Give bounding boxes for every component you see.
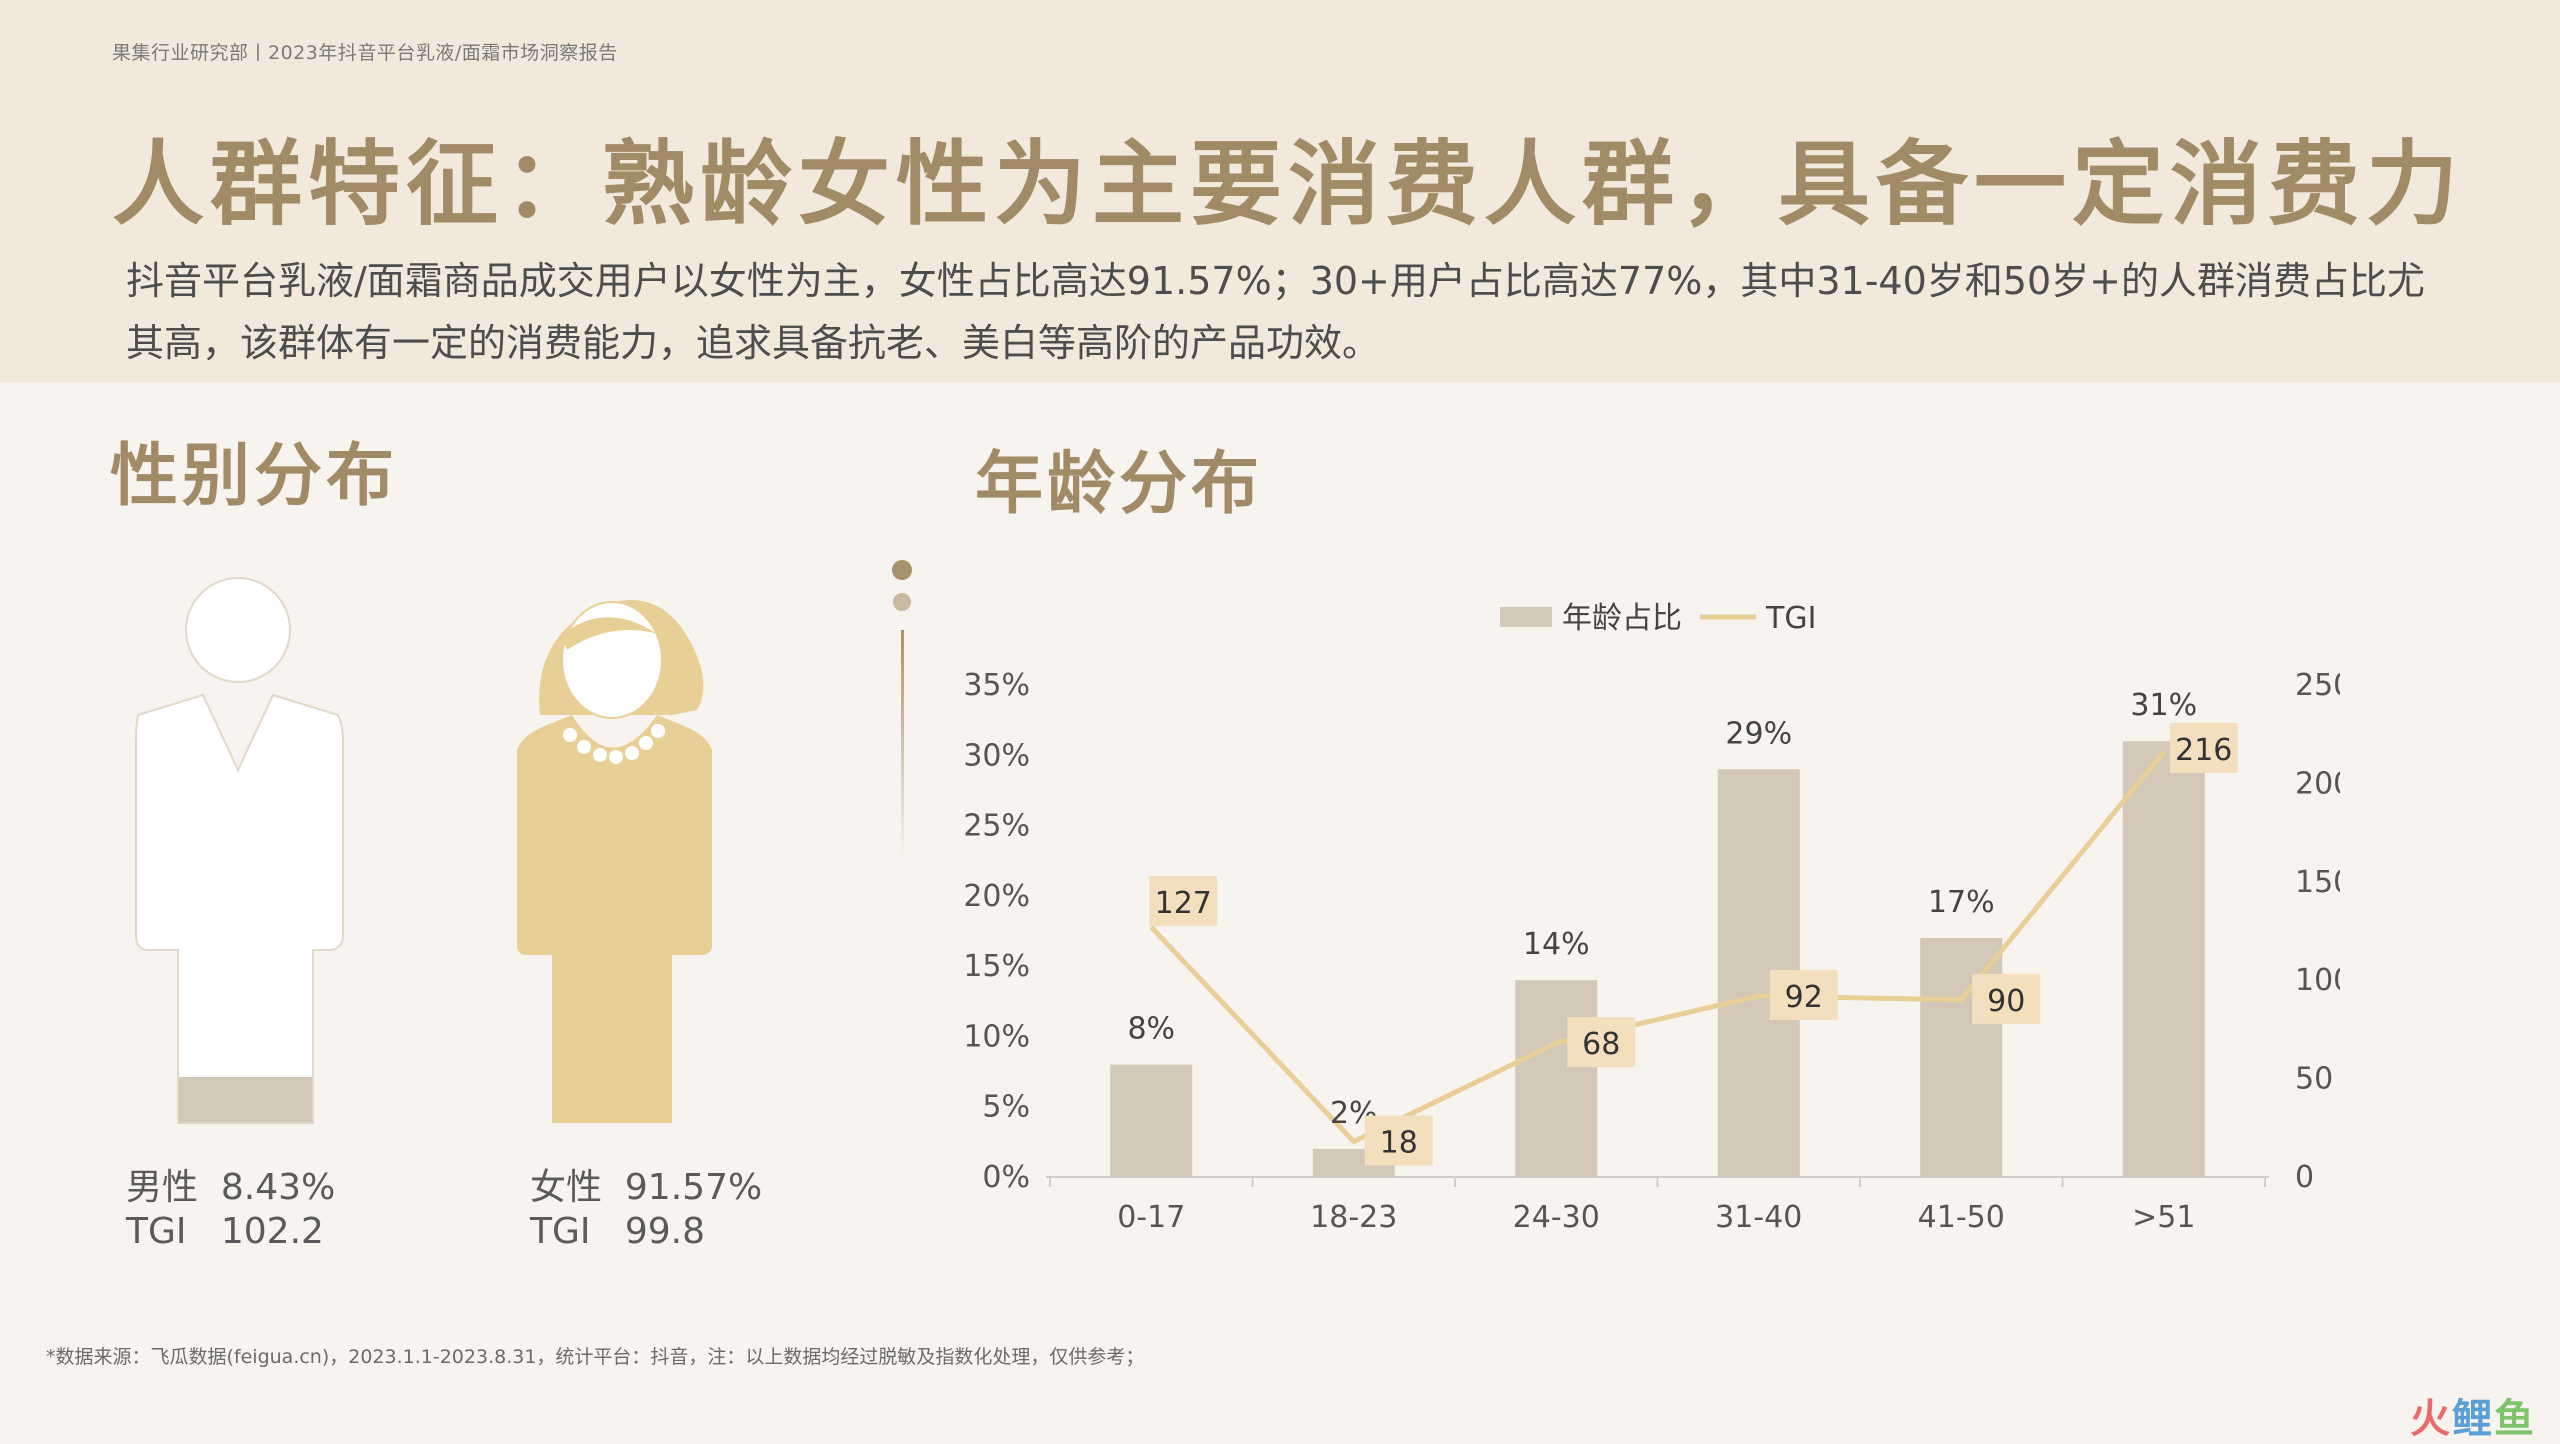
male-share: 8.43% bbox=[220, 1167, 336, 1208]
male-tgi-label: TGI bbox=[126, 1211, 187, 1252]
female-tgi-label: TGI bbox=[530, 1211, 591, 1252]
bar-data-label: 29% bbox=[1725, 716, 1792, 751]
tgi-label-box bbox=[1972, 973, 2041, 1024]
y-right-tick-label: 50 bbox=[2295, 1062, 2333, 1097]
deco-dot-dark-icon bbox=[892, 560, 912, 580]
x-tick-label: 24-30 bbox=[1513, 1200, 1600, 1235]
bar-data-label: 31% bbox=[2130, 688, 2197, 723]
breadcrumb: 果集行业研究部丨2023年抖音平台乳液/面霜市场洞察报告 bbox=[112, 42, 618, 64]
male-tgi: 102.2 bbox=[220, 1211, 324, 1252]
female-figure-icon bbox=[517, 600, 712, 1123]
tgi-data-label: 92 bbox=[1785, 980, 1823, 1015]
male-share-fill bbox=[136, 1077, 343, 1123]
bar-data-label: 14% bbox=[1523, 927, 1590, 962]
y-left-tick-label: 30% bbox=[963, 738, 1030, 773]
bar->51 bbox=[2122, 741, 2205, 1177]
chart-tgi-line bbox=[1149, 750, 2166, 1145]
chart-axes: 0% 5% 10% 15% 20% 25% 30% 35% 0 50 100 150 200 250 0-1… bbox=[963, 668, 2340, 1235]
bar-41-50 bbox=[1920, 938, 2003, 1177]
y-right-tick-label: 0 bbox=[2295, 1160, 2314, 1195]
x-tick-label: 18-23 bbox=[1310, 1200, 1397, 1235]
tgi-data-label: 216 bbox=[2175, 733, 2232, 768]
tgi-data-label: 68 bbox=[1582, 1027, 1620, 1062]
tgi-label-box bbox=[2169, 722, 2238, 773]
watermark-char-1: 火 bbox=[2410, 1396, 2452, 1442]
legend-label-line: TGI bbox=[1765, 601, 1816, 636]
tgi-label-box bbox=[1149, 876, 1218, 927]
header-band bbox=[0, 0, 2560, 382]
x-tick-label: 31-40 bbox=[1715, 1200, 1802, 1235]
tgi-label-box bbox=[1567, 1017, 1636, 1068]
bar-24-30 bbox=[1515, 980, 1598, 1177]
female-tgi: 99.8 bbox=[624, 1211, 706, 1252]
female-stat: 女性 91.57% TGI 99.8 bbox=[530, 1166, 762, 1254]
page-subtitle: 抖音平台乳液/面霜商品成交用户以女性为主，女性占比高达91.57%；30+用户占… bbox=[126, 259, 2425, 365]
female-share: 91.57% bbox=[624, 1167, 763, 1208]
bar-data-label: 8% bbox=[1127, 1012, 1175, 1047]
watermark-char-2: 鲤 bbox=[2452, 1396, 2494, 1442]
y-left-tick-label: 10% bbox=[963, 1019, 1030, 1054]
tgi-series-line bbox=[1149, 750, 2166, 1145]
y-left-tick-label: 25% bbox=[963, 809, 1030, 844]
y-right-tick-label: 100 bbox=[2295, 963, 2340, 998]
y-left-tick-label: 0% bbox=[982, 1160, 1030, 1195]
decorative-line bbox=[901, 630, 904, 860]
y-left-tick-label: 20% bbox=[963, 879, 1030, 914]
bar-0-17 bbox=[1110, 1064, 1193, 1177]
deco-dot-light-icon bbox=[893, 593, 911, 611]
x-tick-label: 41-50 bbox=[1918, 1200, 2005, 1235]
tgi-data-label: 90 bbox=[1987, 984, 2025, 1019]
footnote: *数据来源：飞瓜数据(feigua.cn)，2023.1.1-2023.8.31… bbox=[46, 1346, 1145, 1368]
x-tick-label: >51 bbox=[2132, 1200, 2195, 1235]
age-distribution-chart: 年龄占比 TGI 0% 5% 10% 15% 20% 25% 30% 35% 0 50 100 150 2… bbox=[963, 601, 2340, 1235]
legend-bar-swatch bbox=[1500, 607, 1552, 627]
male-stat: 男性 8.43% TGI 102.2 bbox=[126, 1166, 335, 1254]
y-right-tick-label: 150 bbox=[2295, 865, 2340, 900]
male-figure-icon bbox=[135, 577, 344, 1124]
chart-legend: 年龄占比 TGI bbox=[1500, 601, 1816, 636]
gender-section-title: 性别分布 bbox=[110, 437, 399, 516]
chart-bars bbox=[1110, 741, 2205, 1177]
y-left-tick-label: 35% bbox=[963, 668, 1030, 703]
tgi-label-box bbox=[1769, 969, 1838, 1020]
x-tick-label: 0-17 bbox=[1117, 1200, 1185, 1235]
female-label: 女性 bbox=[530, 1167, 603, 1208]
y-left-tick-label: 15% bbox=[963, 949, 1030, 984]
y-right-tick-label: 250 bbox=[2295, 668, 2340, 703]
tgi-data-label: 18 bbox=[1380, 1126, 1418, 1161]
legend-label-bar: 年龄占比 bbox=[1562, 601, 1682, 636]
male-label: 男性 bbox=[126, 1167, 199, 1208]
tgi-label-box bbox=[1364, 1115, 1433, 1166]
y-left-tick-label: 5% bbox=[982, 1090, 1030, 1125]
tgi-data-label: 127 bbox=[1155, 886, 1212, 921]
y-right-tick-label: 200 bbox=[2295, 766, 2340, 801]
page-title: 人群特征：熟龄女性为主要消费人群，具备一定消费力 bbox=[112, 131, 2465, 238]
watermark-logo: 火鲤鱼 bbox=[2410, 1386, 2536, 1444]
bar-data-label: 17% bbox=[1928, 885, 1995, 920]
age-section-title: 年龄分布 bbox=[975, 445, 1264, 524]
watermark-char-3: 鱼 bbox=[2494, 1396, 2536, 1442]
